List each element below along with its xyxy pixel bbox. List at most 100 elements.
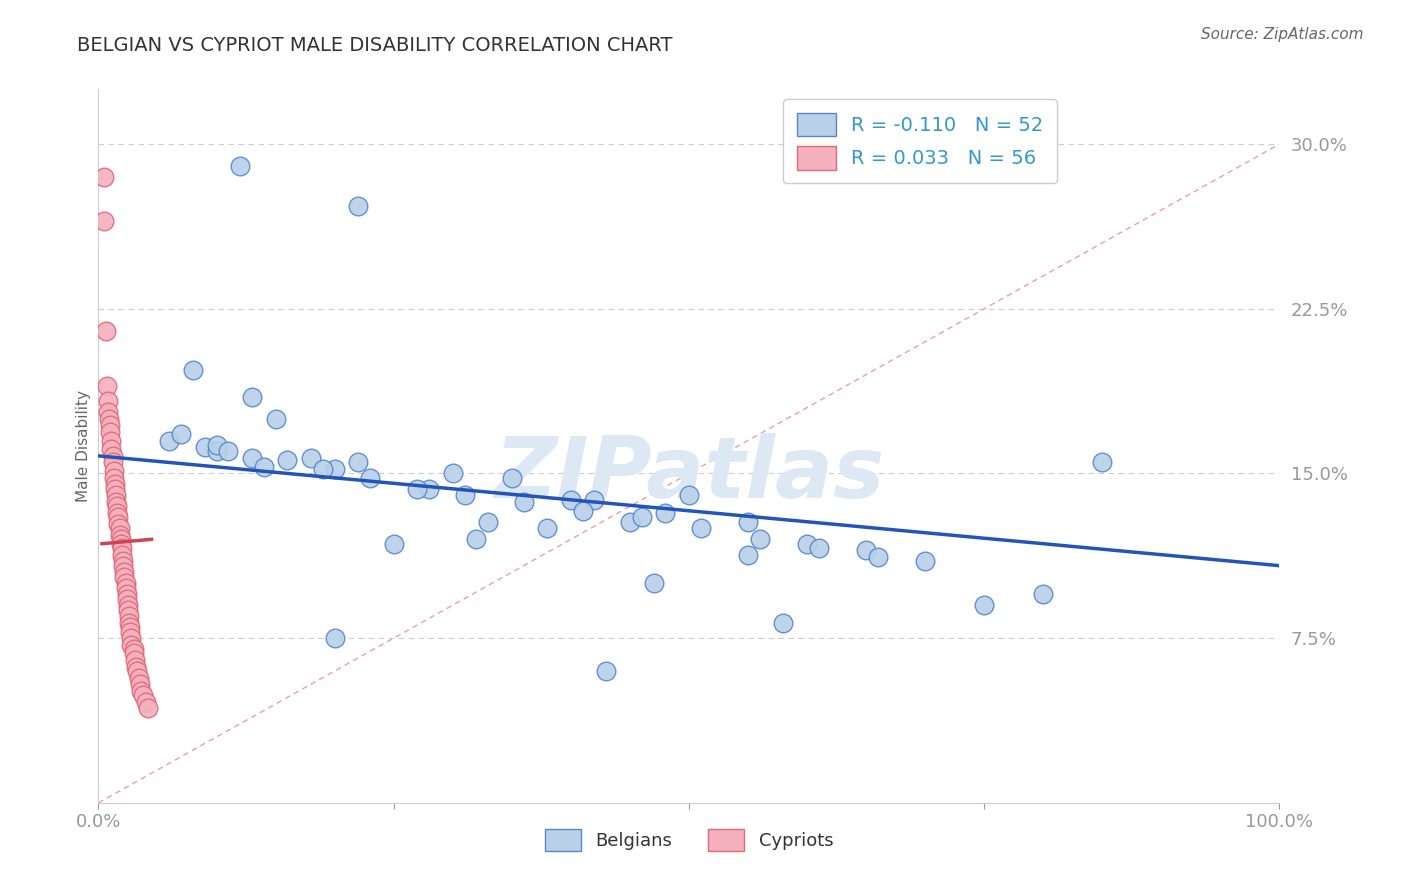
Point — [127, 664, 149, 678]
Point — [205, 444, 228, 458]
Point — [441, 467, 464, 481]
Point — [678, 488, 700, 502]
Point — [194, 440, 217, 454]
Point — [737, 548, 759, 562]
Point — [111, 548, 134, 562]
Point — [124, 653, 146, 667]
Point — [229, 159, 252, 173]
Point — [112, 566, 135, 580]
Point — [103, 471, 125, 485]
Point — [115, 591, 138, 606]
Point — [125, 659, 148, 673]
Point — [855, 543, 877, 558]
Point — [105, 506, 128, 520]
Point — [111, 541, 134, 555]
Point — [96, 378, 118, 392]
Point — [347, 198, 370, 212]
Point — [170, 426, 193, 441]
Point — [132, 688, 155, 702]
Point — [772, 615, 794, 630]
Point — [323, 462, 346, 476]
Point — [128, 671, 150, 685]
Point — [112, 554, 135, 568]
Point — [571, 504, 593, 518]
Point — [108, 521, 131, 535]
Point — [108, 528, 131, 542]
Point — [347, 455, 370, 469]
Point — [129, 683, 152, 698]
Point — [105, 500, 128, 514]
Point — [1091, 455, 1114, 469]
Point — [737, 515, 759, 529]
Point — [104, 477, 127, 491]
Point — [583, 492, 606, 507]
Point — [101, 449, 124, 463]
Point — [98, 418, 121, 433]
Point — [465, 533, 488, 547]
Point — [689, 521, 711, 535]
Point — [104, 482, 127, 496]
Point — [217, 444, 239, 458]
Point — [312, 462, 335, 476]
Point — [654, 506, 676, 520]
Point — [118, 615, 141, 630]
Point — [105, 495, 128, 509]
Point — [619, 515, 641, 529]
Point — [1032, 587, 1054, 601]
Point — [536, 521, 558, 535]
Point — [115, 587, 138, 601]
Point — [101, 455, 124, 469]
Point — [418, 482, 440, 496]
Point — [112, 569, 135, 583]
Point — [253, 459, 276, 474]
Point — [112, 558, 135, 573]
Point — [240, 390, 263, 404]
Point — [114, 576, 136, 591]
Point — [643, 576, 665, 591]
Point — [914, 554, 936, 568]
Legend: Belgians, Cypriots: Belgians, Cypriots — [537, 822, 841, 858]
Point — [477, 515, 499, 529]
Point — [110, 537, 132, 551]
Point — [135, 695, 157, 709]
Point — [128, 677, 150, 691]
Point — [107, 510, 129, 524]
Point — [299, 451, 322, 466]
Point — [120, 624, 142, 639]
Point — [796, 537, 818, 551]
Point — [595, 664, 617, 678]
Point — [406, 482, 429, 496]
Point — [359, 471, 381, 485]
Text: BELGIAN VS CYPRIOT MALE DISABILITY CORRELATION CHART: BELGIAN VS CYPRIOT MALE DISABILITY CORRE… — [77, 36, 673, 54]
Point — [120, 620, 142, 634]
Point — [114, 581, 136, 595]
Point — [748, 533, 770, 547]
Point — [105, 488, 128, 502]
Point — [118, 609, 141, 624]
Text: ZIPatlas: ZIPatlas — [494, 433, 884, 516]
Point — [93, 214, 115, 228]
Point — [382, 537, 405, 551]
Point — [97, 405, 120, 419]
Point — [205, 438, 228, 452]
Point — [100, 442, 122, 457]
Point — [157, 434, 180, 448]
Point — [136, 701, 159, 715]
Point — [276, 453, 298, 467]
Point — [264, 411, 287, 425]
Point — [122, 642, 145, 657]
Point — [807, 541, 830, 555]
Point — [97, 394, 120, 409]
Point — [453, 488, 475, 502]
Point — [630, 510, 652, 524]
Point — [181, 363, 204, 377]
Point — [98, 425, 121, 439]
Point — [240, 451, 263, 466]
Point — [94, 324, 117, 338]
Point — [107, 516, 129, 531]
Point — [122, 647, 145, 661]
Text: Source: ZipAtlas.com: Source: ZipAtlas.com — [1201, 27, 1364, 42]
Point — [110, 533, 132, 547]
Y-axis label: Male Disability: Male Disability — [76, 390, 91, 502]
Point — [93, 169, 115, 184]
